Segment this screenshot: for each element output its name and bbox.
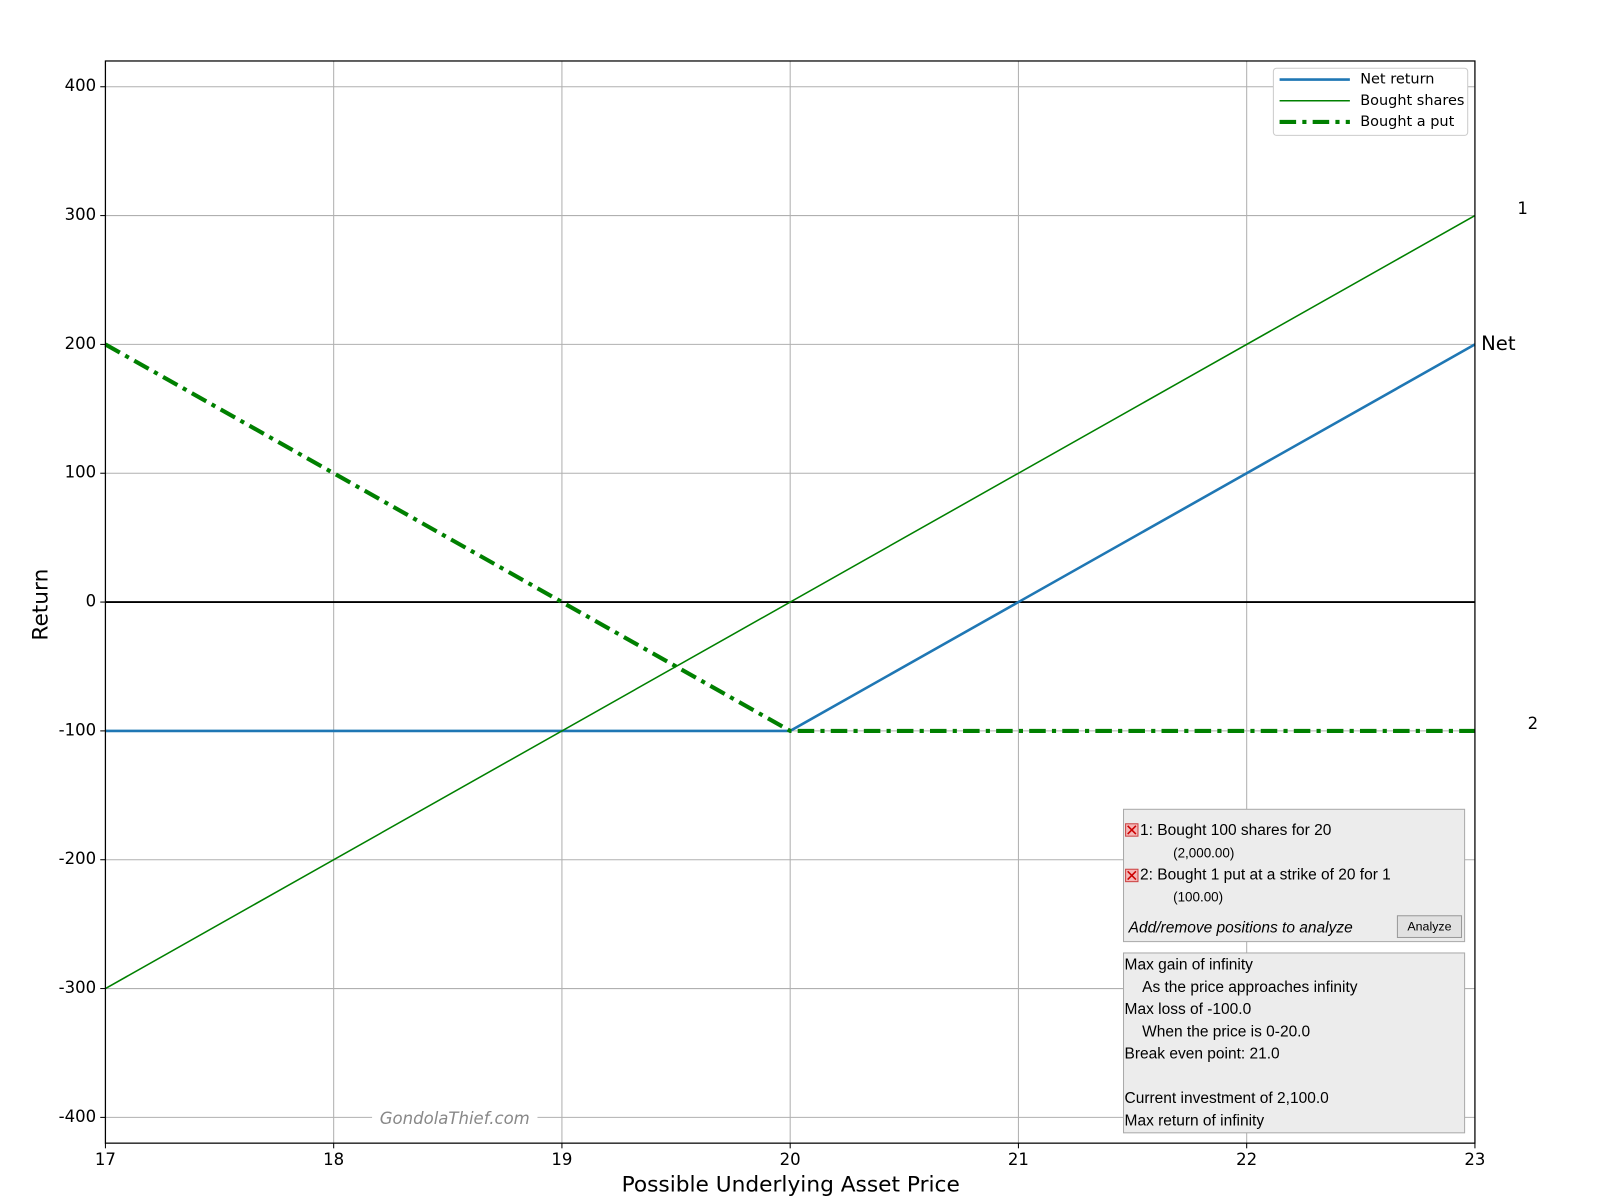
remove-position[interactable] — [1125, 868, 1139, 883]
panel-box — [1122, 952, 1466, 1134]
legend-label: Net return — [1360, 72, 1434, 88]
legend: Net return Bought shares Bought a put — [1272, 67, 1469, 136]
analyze-button[interactable] — [1396, 915, 1463, 938]
y-tick-label: 200 — [65, 334, 97, 353]
y-tick-label: 300 — [65, 205, 97, 224]
x-tick-label: 23 — [1464, 1150, 1485, 1169]
summary-panel: Max gain of infinity As the price approa… — [1122, 952, 1466, 1134]
series-line — [105, 214, 1476, 990]
position-cost: (2,000.00) — [1173, 845, 1234, 860]
watermark: GondolaThief.com — [380, 1109, 530, 1128]
remove-icon-x — [1127, 825, 1137, 835]
plot-area: GondolaThief.com — [104, 214, 1476, 1132]
y-tick-label: 0 — [86, 592, 97, 611]
x-tick-label: 17 — [95, 1150, 116, 1169]
y-tick-label: -400 — [59, 1107, 96, 1126]
y-tick-label: -300 — [59, 978, 96, 997]
position-label: 1: Bought 100 shares for 20 — [1140, 822, 1332, 839]
watermark-bg — [372, 1106, 538, 1132]
x-tick-label: 19 — [551, 1150, 572, 1169]
y-tick-label: 400 — [65, 76, 97, 95]
line-end-label: Net — [1481, 332, 1516, 355]
positions-hint: Add/remove positions to analyze — [1128, 919, 1353, 936]
series-line — [104, 342, 1475, 733]
summary-line: When the price is 0-20.0 — [1142, 1024, 1310, 1041]
legend-label: Bought shares — [1360, 93, 1464, 109]
line-end-label: 1 — [1517, 199, 1528, 218]
position-cost: (100.00) — [1173, 890, 1223, 905]
positions-panel: 1: Bought 100 shares for 20 (2,000.00) 2… — [1122, 808, 1466, 943]
y-tick-label: 100 — [65, 463, 97, 482]
x-tick-label: 21 — [1008, 1150, 1029, 1169]
x-tick-label: 18 — [323, 1150, 344, 1169]
summary-line: Max gain of infinity — [1125, 956, 1254, 973]
x-tick-label: 22 — [1236, 1150, 1257, 1169]
position-label: 2: Bought 1 put at a strike of 20 for 1 — [1140, 867, 1391, 884]
summary-line: Break even point: 21.0 — [1125, 1045, 1280, 1062]
y-tick-label: -200 — [59, 849, 96, 868]
x-axis-label: Possible Underlying Asset Price — [622, 1173, 960, 1198]
y-axis-label: Return — [28, 569, 53, 641]
summary-line: Current investment of 2,100.0 — [1125, 1090, 1330, 1107]
analyze-button-label[interactable]: Analyze — [1407, 919, 1451, 933]
legend-label: Bought a put — [1360, 114, 1454, 130]
x-tick-label: 20 — [780, 1150, 801, 1169]
summary-line: Max loss of -100.0 — [1125, 1001, 1252, 1018]
legend-box — [1272, 67, 1469, 136]
remove-icon-x — [1127, 870, 1137, 881]
summary-line: As the price approaches infinity — [1142, 979, 1358, 996]
summary-line: Max return of infinity — [1125, 1113, 1265, 1130]
line-end-label: 2 — [1528, 714, 1539, 733]
y-tick-label: -100 — [59, 720, 96, 739]
remove-position[interactable] — [1125, 823, 1139, 837]
